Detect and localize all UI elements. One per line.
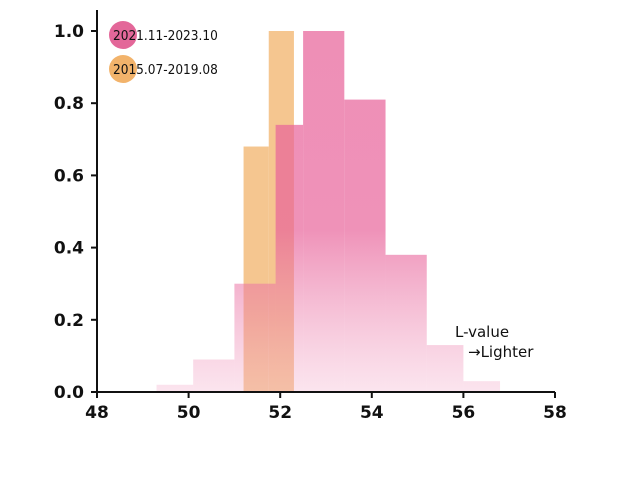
y-tick-label-2: 0.4 (54, 239, 84, 259)
x-tick-label-2: 52 (268, 403, 292, 423)
bar-pink-1 (193, 359, 235, 392)
legend-marker-orange (109, 55, 137, 83)
y-tick-label-0: 0.0 (54, 383, 84, 403)
legend-label-pink: 2021.11-2023.10 (113, 28, 218, 44)
annotation: L-value →Lighter (455, 323, 534, 361)
y-tick-label-4: 0.8 (54, 94, 84, 114)
x-tick-label-0: 48 (85, 403, 109, 423)
bar-pink-3 (275, 124, 304, 393)
legend-label-orange: 2015.07-2019.08 (113, 62, 218, 78)
bar-pink-2 (234, 283, 276, 392)
axis-ticks: 48 50 52 54 56 58 0.0 0.2 0.4 0.6 0.8 1.0 (54, 22, 567, 423)
x-tick-label-3: 54 (360, 403, 384, 423)
bar-pink-8 (463, 381, 501, 392)
y-tick-label-5: 1.0 (54, 22, 84, 42)
x-tick-label-5: 58 (543, 403, 567, 423)
y-tick-label-3: 0.6 (54, 166, 84, 186)
x-tick-label-1: 50 (177, 403, 201, 423)
series-bars-pink (156, 31, 501, 393)
legend-marker-pink (109, 21, 137, 49)
bar-pink-4 (303, 31, 345, 392)
legend: 2021.11-2023.10 2015.07-2019.08 (109, 21, 218, 83)
bar-pink-0 (156, 384, 194, 392)
bar-pink-6 (385, 254, 427, 392)
annotation-lvalue: L-value (455, 323, 509, 341)
annotation-lighter: →Lighter (468, 343, 534, 361)
bar-pink-5 (344, 99, 386, 392)
bar-pink-7 (426, 345, 464, 392)
x-tick-label-4: 56 (452, 403, 476, 423)
y-tick-label-1: 0.2 (54, 311, 84, 331)
